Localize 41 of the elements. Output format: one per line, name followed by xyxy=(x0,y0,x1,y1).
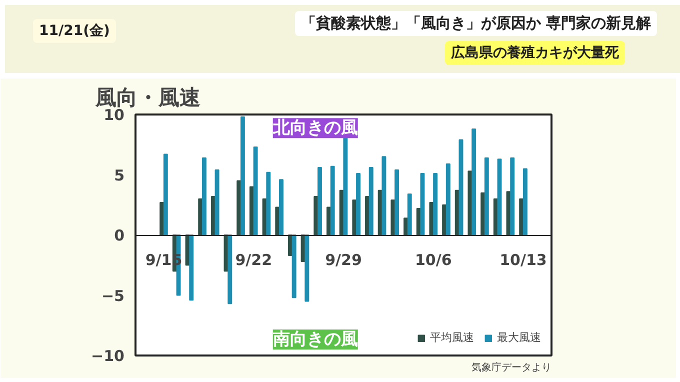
bar xyxy=(407,194,412,236)
text: 11/21(金) xyxy=(33,19,116,43)
bar xyxy=(214,169,220,236)
legend-label: 平均風速 xyxy=(430,330,474,345)
legend-label: 最大風速 xyxy=(497,330,541,345)
bar xyxy=(382,156,386,236)
bar xyxy=(510,157,515,236)
text: 気象庁データより xyxy=(472,362,552,374)
bar xyxy=(266,172,271,236)
bar xyxy=(163,154,168,236)
bar xyxy=(304,234,310,302)
y-tick-label: 0 xyxy=(114,226,124,244)
annotation: 南向きの風 xyxy=(272,329,358,350)
y-tick-label: 5 xyxy=(114,166,124,184)
bar xyxy=(240,116,245,236)
bar xyxy=(318,167,322,236)
bar xyxy=(446,163,450,236)
bar xyxy=(484,157,489,236)
bar xyxy=(189,234,194,301)
bar xyxy=(356,173,360,236)
bar xyxy=(278,179,284,236)
x-tick-label: 9/22 xyxy=(235,251,272,269)
x-tick-label: 10/13 xyxy=(500,251,547,269)
bar xyxy=(228,234,232,304)
bar xyxy=(433,173,438,236)
bar xyxy=(202,157,206,236)
bar xyxy=(472,128,476,236)
text: 広島県の養殖カキが大量死 xyxy=(445,41,625,65)
bar xyxy=(368,167,374,236)
bar xyxy=(458,139,464,236)
x-tick-label: 9/29 xyxy=(325,251,362,269)
bar xyxy=(292,234,296,298)
bar xyxy=(522,168,528,236)
bar xyxy=(253,146,258,236)
bar xyxy=(394,169,400,236)
x-tick-label: 10/6 xyxy=(414,251,452,269)
bar xyxy=(420,173,425,236)
bar xyxy=(330,166,335,236)
text: 「貧酸素状態」「風向き」が原因か 専門家の新見解 xyxy=(295,11,658,36)
y-tick-label: −10 xyxy=(91,347,125,365)
y-tick-label: −5 xyxy=(101,286,125,305)
